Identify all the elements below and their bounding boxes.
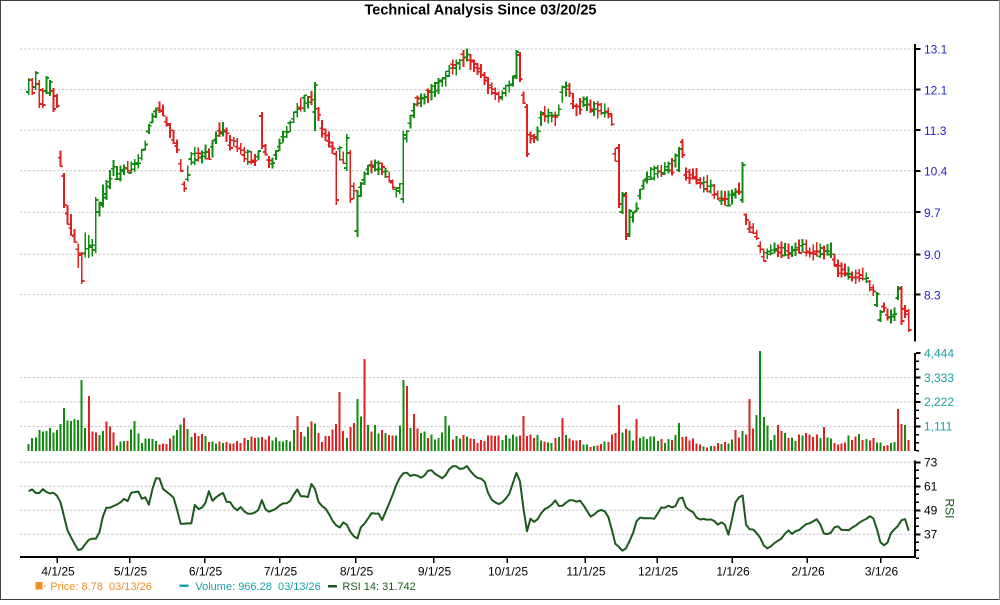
svg-text:2,222: 2,222: [924, 395, 954, 409]
svg-text:1/1/26: 1/1/26: [716, 564, 750, 578]
svg-text:10.4: 10.4: [924, 165, 948, 179]
svg-text:3/1/26: 3/1/26: [865, 564, 899, 578]
svg-text:9.7: 9.7: [924, 206, 941, 220]
svg-text:4/1/25: 4/1/25: [41, 564, 75, 578]
svg-text:RSI: RSI: [943, 498, 957, 518]
svg-text:37: 37: [924, 528, 938, 542]
svg-text:2/1/26: 2/1/26: [791, 564, 825, 578]
svg-text:6/1/25: 6/1/25: [189, 564, 223, 578]
svg-text:4,444: 4,444: [924, 346, 954, 360]
svg-text:11.3: 11.3: [924, 124, 947, 138]
svg-text:10/1/25: 10/1/25: [488, 564, 528, 578]
svg-text:11/1/25: 11/1/25: [566, 564, 605, 578]
svg-text:1,111: 1,111: [924, 420, 953, 434]
svg-text:61: 61: [924, 480, 938, 494]
svg-text:8/1/25: 8/1/25: [340, 564, 374, 578]
svg-text:Technical Analysis Since 03/20: Technical Analysis Since 03/20/25: [365, 2, 597, 19]
svg-text:49: 49: [924, 504, 938, 518]
svg-text:9/1/25: 9/1/25: [418, 564, 452, 578]
svg-text:Price: 8.78 03/13/26: Price: 8.78 03/13/26: [50, 581, 152, 593]
svg-text:13.1: 13.1: [924, 43, 948, 57]
svg-text:RSI 14: 31.742: RSI 14: 31.742: [342, 581, 415, 593]
svg-text:12.1: 12.1: [924, 83, 948, 97]
svg-text:Volume: 966.28 03/13/26: Volume: 966.28 03/13/26: [195, 581, 320, 593]
svg-text:9.0: 9.0: [924, 248, 941, 262]
svg-text:73: 73: [924, 456, 938, 470]
svg-text:12/1/25: 12/1/25: [638, 564, 678, 578]
svg-text:3,333: 3,333: [924, 371, 954, 385]
svg-text:8.3: 8.3: [924, 288, 941, 302]
svg-text:7/1/25: 7/1/25: [264, 564, 298, 578]
svg-text:5/1/25: 5/1/25: [114, 564, 148, 578]
